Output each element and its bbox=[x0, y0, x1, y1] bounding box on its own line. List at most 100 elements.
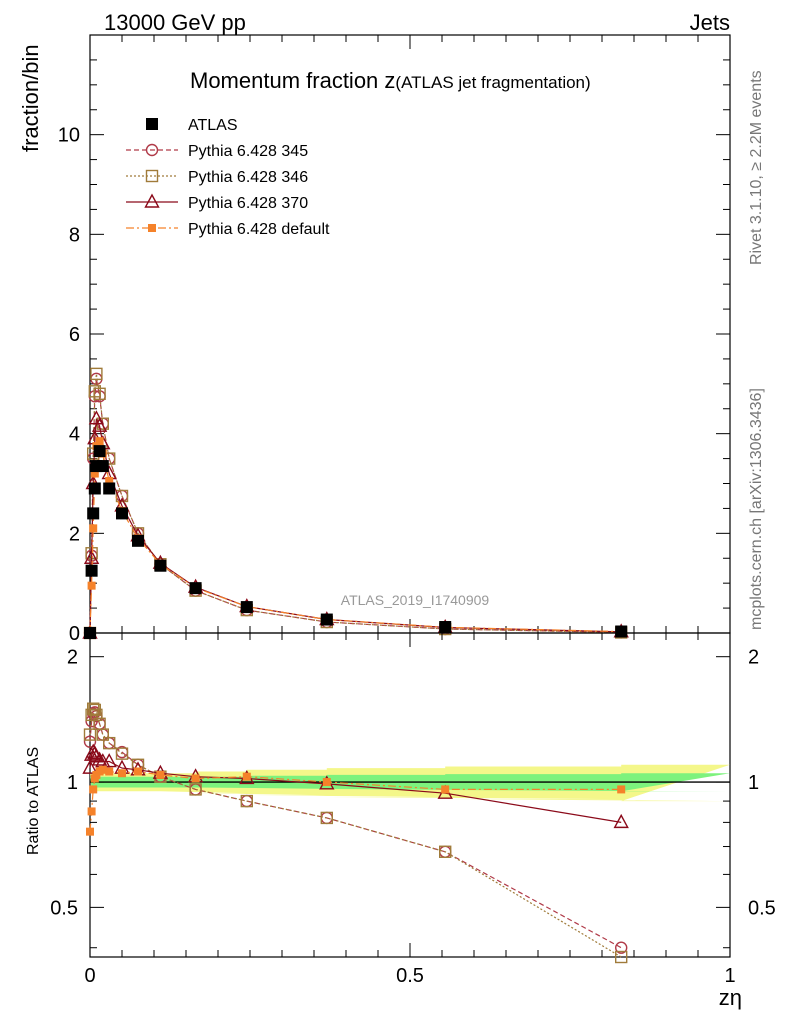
y-tick-label: 2 bbox=[67, 647, 78, 669]
data-point bbox=[87, 581, 96, 590]
legend-entry: Pythia 6.428 346 bbox=[126, 169, 308, 186]
ratio-y-ticks: 0.5 0.5 1 1 2 2 bbox=[50, 647, 776, 949]
data-point bbox=[83, 728, 97, 741]
data-point bbox=[115, 489, 129, 503]
main-title: Momentum fraction z(ATLAS jet fragmentat… bbox=[190, 68, 591, 93]
data-point bbox=[101, 753, 117, 768]
data-point bbox=[87, 807, 96, 816]
ratio-line bbox=[89, 707, 622, 958]
ratio-series-pythia-6-428-default bbox=[86, 765, 626, 836]
legend-label: Pythia 6.428 370 bbox=[188, 195, 308, 212]
data-point bbox=[617, 785, 626, 794]
y-tick-label: 6 bbox=[69, 324, 80, 346]
legend-label: Pythia 6.428 346 bbox=[188, 169, 308, 186]
data-point bbox=[90, 469, 99, 478]
data-point bbox=[439, 621, 452, 634]
y-tick-label: 0.5 bbox=[50, 897, 78, 919]
y-tick-label: 8 bbox=[69, 224, 80, 246]
main-frame bbox=[89, 34, 731, 634]
data-point bbox=[146, 118, 158, 130]
data-point bbox=[91, 751, 108, 766]
data-point bbox=[132, 534, 144, 547]
data-point bbox=[96, 728, 110, 741]
process-label: Jets bbox=[690, 10, 730, 35]
y-tick-label: 4 bbox=[69, 424, 80, 446]
data-point bbox=[154, 559, 167, 572]
legend-label: ATLAS bbox=[188, 117, 238, 134]
legend-label: Pythia 6.428 345 bbox=[188, 143, 308, 160]
y-tick-label: 0 bbox=[69, 623, 80, 645]
data-point bbox=[118, 769, 126, 778]
data-point bbox=[189, 783, 202, 796]
data-point bbox=[88, 482, 101, 495]
data-point bbox=[148, 224, 156, 232]
data-point bbox=[105, 767, 114, 776]
data-point bbox=[88, 748, 105, 763]
data-point bbox=[615, 950, 628, 964]
data-point bbox=[240, 601, 253, 614]
data-point bbox=[134, 767, 142, 776]
energy-label: 13000 GeV pp bbox=[104, 10, 246, 35]
data-point bbox=[90, 367, 103, 381]
data-point bbox=[95, 437, 104, 446]
data-point bbox=[82, 759, 98, 774]
main-subtitle-text: (ATLAS jet fragmentation) bbox=[395, 73, 590, 92]
data-point bbox=[91, 417, 108, 432]
data-point bbox=[615, 625, 628, 638]
legend-entry: Pythia 6.428 370 bbox=[126, 193, 308, 212]
data-point bbox=[320, 613, 333, 626]
data-point bbox=[86, 827, 94, 836]
data-point bbox=[96, 460, 109, 473]
x-tick-label: 1 bbox=[724, 965, 735, 987]
ratio-series-pythia-6-428-345 bbox=[83, 706, 628, 954]
y-tick-label: 2 bbox=[69, 523, 80, 545]
data-point bbox=[93, 445, 106, 458]
data-point bbox=[441, 785, 450, 794]
rivet-label: Rivet 3.1.10, ≥ 2.2M events bbox=[748, 70, 765, 265]
mcplots-label: mcplots.cern.ch [arXiv:1306.3436] bbox=[748, 388, 765, 630]
main-y-ticks: 0 2 4 6 8 10 bbox=[58, 34, 730, 645]
y-tick-label-right: 0.5 bbox=[748, 897, 776, 919]
y-tick-label-right: 1 bbox=[748, 772, 759, 794]
data-point bbox=[116, 507, 128, 520]
data-point bbox=[145, 143, 159, 157]
data-point bbox=[93, 387, 106, 400]
data-point bbox=[144, 193, 160, 208]
data-point bbox=[240, 794, 254, 808]
data-point bbox=[90, 708, 103, 722]
series-line bbox=[89, 439, 622, 634]
ratio-series-pythia-6-428-346 bbox=[83, 702, 628, 964]
data-point bbox=[88, 385, 102, 398]
series-atlas bbox=[84, 445, 628, 639]
main-y-axis-label: fraction/bin bbox=[18, 44, 43, 152]
main-series bbox=[82, 367, 629, 640]
data-point bbox=[191, 774, 200, 783]
data-point bbox=[613, 813, 629, 829]
analysis-label: ATLAS_2019_I1740909 bbox=[341, 592, 490, 608]
data-point bbox=[89, 524, 98, 533]
ratio-x-ticks: 0 0.5 1 bbox=[84, 633, 736, 987]
x-axis-label: zη bbox=[719, 985, 742, 1010]
data-point bbox=[85, 564, 98, 577]
y-tick-label: 10 bbox=[58, 125, 80, 147]
data-point bbox=[87, 507, 100, 520]
y-tick-label: 1 bbox=[67, 772, 78, 794]
ratio-bands bbox=[90, 764, 730, 802]
ratio-series bbox=[82, 702, 629, 964]
legend-entry: Pythia 6.428 345 bbox=[126, 143, 308, 160]
data-point bbox=[320, 811, 333, 825]
y-tick-label-right: 2 bbox=[748, 647, 759, 669]
data-point bbox=[115, 747, 129, 760]
data-point bbox=[89, 785, 98, 794]
data-point bbox=[439, 845, 452, 858]
ratio-panel: 0.5 0.51 12 2 0 0.5 1 Ratio to ATLAS zη bbox=[25, 632, 776, 1010]
legend-entry: ATLAS bbox=[146, 117, 238, 134]
data-point bbox=[102, 736, 116, 750]
data-point bbox=[322, 778, 331, 787]
ratio-line bbox=[89, 711, 622, 949]
x-tick-label: 0.5 bbox=[396, 965, 424, 987]
main-title-text: Momentum fraction z bbox=[190, 68, 395, 93]
data-point bbox=[83, 735, 97, 748]
data-point bbox=[98, 765, 107, 774]
